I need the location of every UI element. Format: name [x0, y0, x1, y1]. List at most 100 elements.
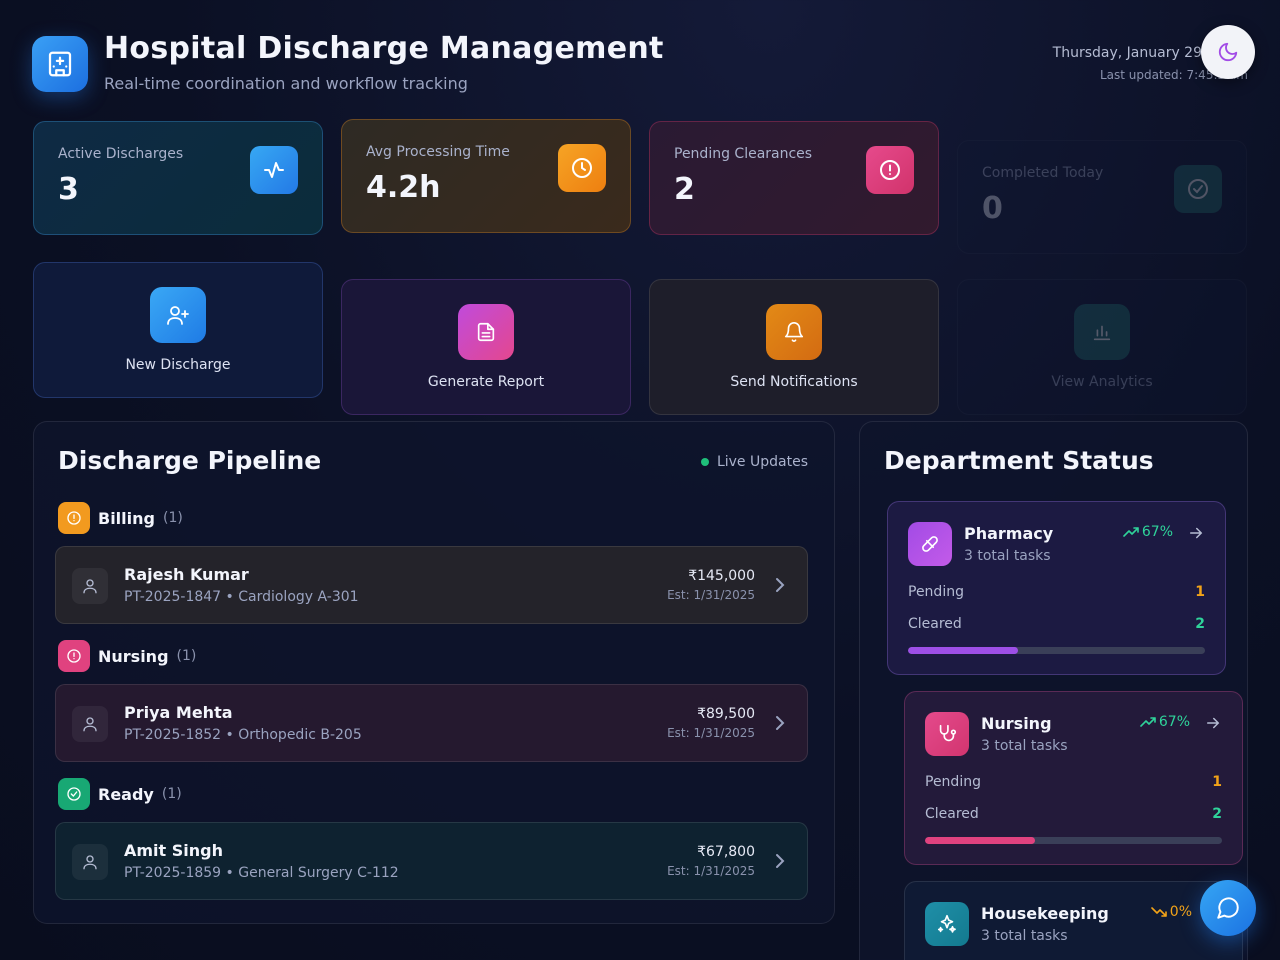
patient-estimate: Est: 1/31/2025 [667, 726, 755, 740]
patient-row-priya-mehta[interactable]: Priya Mehta PT-2025-1852 • Orthopedic B-… [55, 684, 808, 762]
clock-icon [558, 144, 606, 192]
action-label: New Discharge [125, 357, 231, 373]
trend-value: 67% [1158, 714, 1190, 730]
activity-icon [250, 146, 298, 194]
trending-down-icon [1150, 907, 1167, 917]
patient-amount: ₹145,000 [688, 568, 755, 584]
page-title: Hospital Discharge Management [104, 31, 664, 66]
stat-value: 3 [58, 172, 79, 207]
pending-count: 1 [1212, 774, 1222, 790]
pending-count: 1 [1195, 584, 1205, 600]
user-icon [72, 568, 108, 604]
stat-label: Pending Clearances [674, 146, 813, 162]
action-label: Generate Report [427, 374, 545, 390]
trend-value: 67% [1141, 524, 1173, 540]
user-icon [72, 844, 108, 880]
arrow-right-icon[interactable] [1187, 524, 1205, 546]
user-plus-icon [150, 287, 206, 343]
chat-button[interactable] [1200, 880, 1256, 936]
patient-estimate: Est: 1/31/2025 [667, 588, 755, 602]
message-circle-icon [1217, 897, 1239, 919]
action-label: View Analytics [1051, 374, 1153, 390]
stethoscope-icon [925, 712, 969, 756]
current-date: Thursday, January 29 [1052, 45, 1202, 61]
cleared-count: 2 [1212, 806, 1222, 822]
pending-label: Pending [908, 584, 964, 600]
alert-circle-icon [866, 146, 914, 194]
stage-name: Nursing [98, 646, 169, 666]
stat-card-pending-clearances: Pending Clearances 2 [649, 121, 939, 235]
stat-card-active-discharges: Active Discharges 3 [33, 121, 323, 235]
send-notifications-button[interactable]: Send Notifications [649, 279, 939, 415]
progress-fill [925, 837, 1035, 844]
department-status-title: Department Status [884, 446, 1154, 475]
trending-up-icon [1123, 527, 1139, 537]
new-discharge-button[interactable]: New Discharge [33, 262, 323, 398]
patient-meta: PT-2025-1847 • Cardiology A-301 [124, 589, 359, 605]
arrow-right-icon[interactable] [1204, 714, 1222, 736]
department-trend: 0% [1150, 904, 1192, 920]
patient-meta: PT-2025-1859 • General Surgery C-112 [124, 865, 399, 881]
page-subtitle: Real-time coordination and workflow trac… [104, 74, 468, 93]
stat-value: 4.2h [366, 170, 441, 205]
pending-row: Pending 1 [908, 584, 1205, 600]
cleared-count: 2 [1195, 616, 1205, 632]
stage-name: Ready [98, 784, 154, 804]
stat-card-completed-today: Completed Today 0 [957, 140, 1247, 254]
progress-fill [908, 647, 1018, 654]
live-label: Live Updates [716, 454, 808, 470]
live-updates-indicator: Live Updates [700, 454, 808, 470]
hospital-icon [48, 51, 72, 77]
pipeline-title: Discharge Pipeline [58, 446, 322, 475]
check-circle-icon [1174, 165, 1222, 213]
cleared-label: Cleared [925, 806, 979, 822]
stage-count: (1) [176, 648, 197, 664]
view-analytics-button[interactable]: View Analytics [957, 279, 1247, 415]
patient-meta: PT-2025-1852 • Orthopedic B-205 [124, 727, 362, 743]
department-tasks: 3 total tasks [981, 928, 1068, 944]
progress-bar [908, 647, 1205, 654]
patient-amount: ₹89,500 [697, 706, 755, 722]
bar-chart-icon [1074, 304, 1130, 360]
discharge-pipeline-panel: Discharge Pipeline Live Updates Billing … [33, 421, 835, 924]
stat-label: Avg Processing Time [366, 144, 510, 160]
department-name: Pharmacy [964, 524, 1054, 543]
alert-circle-icon [58, 502, 90, 534]
stage-count: (1) [162, 510, 183, 526]
trending-up-icon [1140, 717, 1156, 727]
pending-row: Pending 1 [925, 774, 1222, 790]
user-icon [72, 706, 108, 742]
department-card-pharmacy[interactable]: Pharmacy 3 total tasks 67% Pending 1 Cle… [887, 501, 1226, 675]
stat-value: 2 [674, 172, 695, 207]
theme-toggle-button[interactable] [1201, 25, 1255, 79]
moon-icon [1218, 42, 1238, 62]
sparkles-icon [925, 902, 969, 946]
department-card-housekeeping[interactable]: Housekeeping 3 total tasks 0% [904, 881, 1243, 960]
patient-row-amit-singh[interactable]: Amit Singh PT-2025-1859 • General Surger… [55, 822, 808, 900]
stage-billing: Billing (1) [58, 502, 183, 534]
check-circle-icon [58, 778, 90, 810]
generate-report-button[interactable]: Generate Report [341, 279, 631, 415]
pill-icon [908, 522, 952, 566]
patient-name: Priya Mehta [124, 703, 233, 722]
pending-label: Pending [925, 774, 981, 790]
chevron-right-icon [773, 851, 787, 875]
stat-value: 0 [982, 191, 1003, 226]
department-card-nursing[interactable]: Nursing 3 total tasks 67% Pending 1 Clea… [904, 691, 1243, 865]
patient-amount: ₹67,800 [697, 844, 755, 860]
live-dot [700, 458, 709, 466]
patient-name: Rajesh Kumar [124, 565, 249, 584]
document-icon [458, 304, 514, 360]
stage-ready: Ready (1) [58, 778, 182, 810]
patient-name: Amit Singh [124, 841, 223, 860]
department-trend: 67% [1140, 714, 1190, 730]
progress-bar [925, 837, 1222, 844]
department-name: Nursing [981, 714, 1052, 733]
chevron-right-icon [773, 713, 787, 737]
patient-estimate: Est: 1/31/2025 [667, 864, 755, 878]
department-tasks: 3 total tasks [981, 738, 1068, 754]
patient-row-rajesh-kumar[interactable]: Rajesh Kumar PT-2025-1847 • Cardiology A… [55, 546, 808, 624]
chevron-right-icon [773, 575, 787, 599]
stat-label: Completed Today [982, 165, 1104, 181]
department-tasks: 3 total tasks [964, 548, 1051, 564]
